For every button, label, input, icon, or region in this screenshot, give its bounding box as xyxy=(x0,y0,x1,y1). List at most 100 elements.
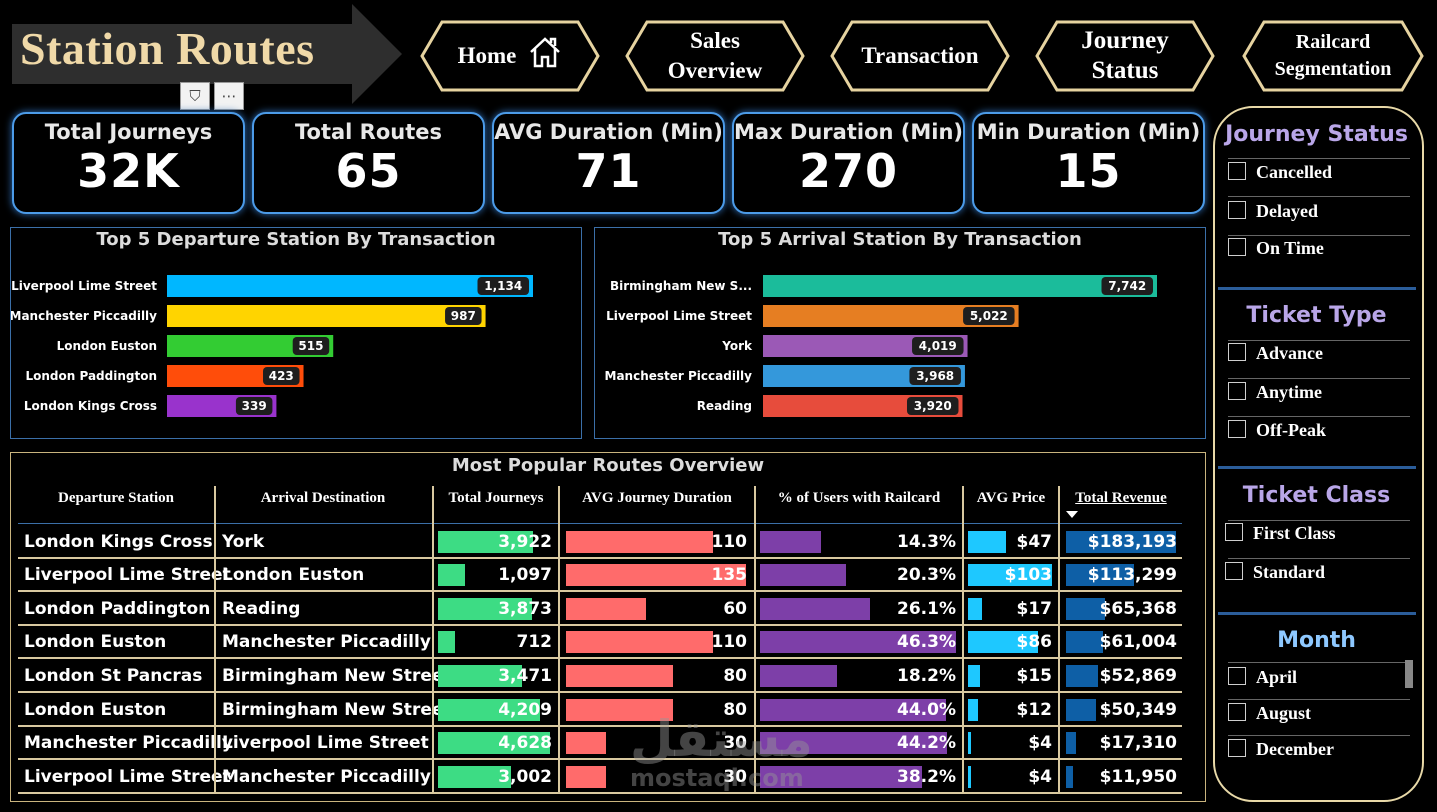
nav-home-button[interactable]: Home xyxy=(420,20,600,92)
cell-railcard: 18.2% xyxy=(897,666,956,686)
slicer-option-delayed[interactable]: Delayed xyxy=(1228,201,1318,222)
sort-desc-icon[interactable] xyxy=(1066,511,1078,518)
dep-bar[interactable] xyxy=(167,335,334,357)
month-slicer-scrollbar[interactable] xyxy=(1405,660,1413,688)
railcard-bar xyxy=(760,531,821,553)
dep-bar[interactable] xyxy=(167,275,533,297)
th-revenue[interactable]: Total Revenue xyxy=(1075,490,1167,506)
cell-railcard: 14.3% xyxy=(897,532,956,552)
journeys-bar xyxy=(438,564,465,586)
cell-departure[interactable]: London Paddington xyxy=(24,599,211,619)
cell-railcard: 44.0% xyxy=(897,700,956,720)
th-railcard[interactable]: % of Users with Railcard xyxy=(777,490,941,506)
kpi-value: 65 xyxy=(335,144,402,198)
nav-transaction-button[interactable]: Transaction xyxy=(830,20,1010,92)
cell-departure[interactable]: London Euston xyxy=(24,632,167,652)
kpi-value: 15 xyxy=(1055,144,1122,198)
cell-arrival[interactable]: Birmingham New Street xyxy=(222,666,452,686)
cell-journeys: 1,097 xyxy=(498,565,552,585)
arr-category-label: Reading xyxy=(697,399,752,413)
slicer-option-anytime[interactable]: Anytime xyxy=(1228,382,1322,403)
nav-railcard-label: Railcard Segmentation xyxy=(1274,31,1392,80)
cell-arrival[interactable]: London Euston xyxy=(222,565,365,585)
slicer-option-off-peak[interactable]: Off-Peak xyxy=(1228,420,1326,441)
checkbox[interactable] xyxy=(1228,667,1246,685)
slicer-journey-status-title: Journey Status xyxy=(1225,122,1408,147)
dep-data-label: 339 xyxy=(242,399,267,413)
duration-bar xyxy=(566,598,646,620)
cell-arrival[interactable]: Reading xyxy=(222,599,301,619)
cell-arrival[interactable]: Liverpool Lime Street xyxy=(222,733,429,753)
slicer-option-first-class[interactable]: First Class xyxy=(1225,523,1336,544)
cell-journeys: 712 xyxy=(516,632,553,652)
slicer-option-advance[interactable]: Advance xyxy=(1228,343,1323,364)
slicer-option-april[interactable]: April xyxy=(1228,667,1297,688)
journeys-bar xyxy=(438,732,550,754)
nav-sales-overview-button[interactable]: Sales Overview xyxy=(625,20,805,92)
home-icon xyxy=(528,35,562,77)
nav-railcard-button[interactable]: Railcard Segmentation xyxy=(1242,20,1424,92)
kpi-total-journeys: Total Journeys 32K xyxy=(12,112,245,214)
dep-data-label-bg xyxy=(477,277,529,295)
cell-railcard: 44.2% xyxy=(897,733,956,753)
th-price[interactable]: AVG Price xyxy=(976,490,1046,506)
checkbox[interactable] xyxy=(1228,162,1246,180)
checkbox[interactable] xyxy=(1228,420,1246,438)
checkbox[interactable] xyxy=(1225,523,1243,541)
railcard-bar xyxy=(760,699,947,721)
arr-data-label: 3,968 xyxy=(916,369,954,383)
cell-price: $15 xyxy=(1016,666,1053,686)
cell-arrival[interactable]: Birmingham New Street xyxy=(222,700,452,720)
checkbox[interactable] xyxy=(1228,382,1246,400)
slicer-option-august[interactable]: August xyxy=(1228,703,1311,724)
nav-journey-status-button[interactable]: Journey Status xyxy=(1035,20,1215,92)
cell-revenue: $65,368 xyxy=(1099,599,1177,619)
slicer-rule xyxy=(1228,699,1410,700)
railcard-bar xyxy=(760,631,956,653)
cell-revenue: $52,869 xyxy=(1099,666,1177,686)
slicer-option-cancelled[interactable]: Cancelled xyxy=(1228,162,1332,183)
slicer-rule xyxy=(1228,662,1410,663)
cell-departure[interactable]: Liverpool Lime Street xyxy=(24,767,231,787)
checkbox[interactable] xyxy=(1228,739,1246,757)
th-duration[interactable]: AVG Journey Duration xyxy=(582,490,732,506)
slicer-option-on-time[interactable]: On Time xyxy=(1228,238,1324,259)
row-divider xyxy=(18,758,1182,760)
arr-data-label-bg xyxy=(906,397,959,415)
slicer-ticket-type-title: Ticket Type xyxy=(1246,303,1387,328)
railcard-bar xyxy=(760,564,846,586)
row-divider xyxy=(18,792,1182,794)
cell-arrival[interactable]: Manchester Piccadilly xyxy=(222,767,431,787)
watermark-logo: مستقل xyxy=(630,710,813,768)
kpi-max-duration: Max Duration (Min) 270 xyxy=(732,112,965,214)
arr-bar[interactable] xyxy=(763,275,1157,297)
cell-duration: 30 xyxy=(723,733,747,753)
revenue-bar xyxy=(1066,766,1074,788)
th-arrival[interactable]: Arrival Destination xyxy=(260,490,386,506)
slicer-separator xyxy=(1218,612,1416,615)
kpi-value: 32K xyxy=(77,144,180,198)
th-journeys[interactable]: Total Journeys xyxy=(448,490,544,506)
cell-arrival[interactable]: York xyxy=(222,532,265,552)
price-bar xyxy=(968,699,978,721)
cell-departure[interactable]: Liverpool Lime Street xyxy=(24,565,231,585)
checkbox[interactable] xyxy=(1228,703,1246,721)
cell-departure[interactable]: London St Pancras xyxy=(24,666,203,686)
checkbox[interactable] xyxy=(1225,562,1243,580)
more-options-icon[interactable]: ⋯ xyxy=(214,82,244,110)
arr-bar[interactable] xyxy=(763,305,1019,327)
checkbox[interactable] xyxy=(1228,238,1246,256)
dep-bar[interactable] xyxy=(167,305,486,327)
checkbox[interactable] xyxy=(1228,201,1246,219)
slicer-option-standard[interactable]: Standard xyxy=(1225,562,1325,583)
th-departure[interactable]: Departure Station xyxy=(58,490,174,506)
cell-departure[interactable]: London Kings Cross xyxy=(24,532,213,552)
filter-icon[interactable]: ⛉ xyxy=(180,82,210,110)
slicer-option-december[interactable]: December xyxy=(1228,739,1334,760)
railcard-bar xyxy=(760,732,948,754)
cell-arrival[interactable]: Manchester Piccadilly xyxy=(222,632,431,652)
cell-departure[interactable]: London Euston xyxy=(24,700,167,720)
cell-departure[interactable]: Manchester Piccadilly xyxy=(24,733,233,753)
checkbox[interactable] xyxy=(1228,343,1246,361)
price-bar xyxy=(968,732,972,754)
